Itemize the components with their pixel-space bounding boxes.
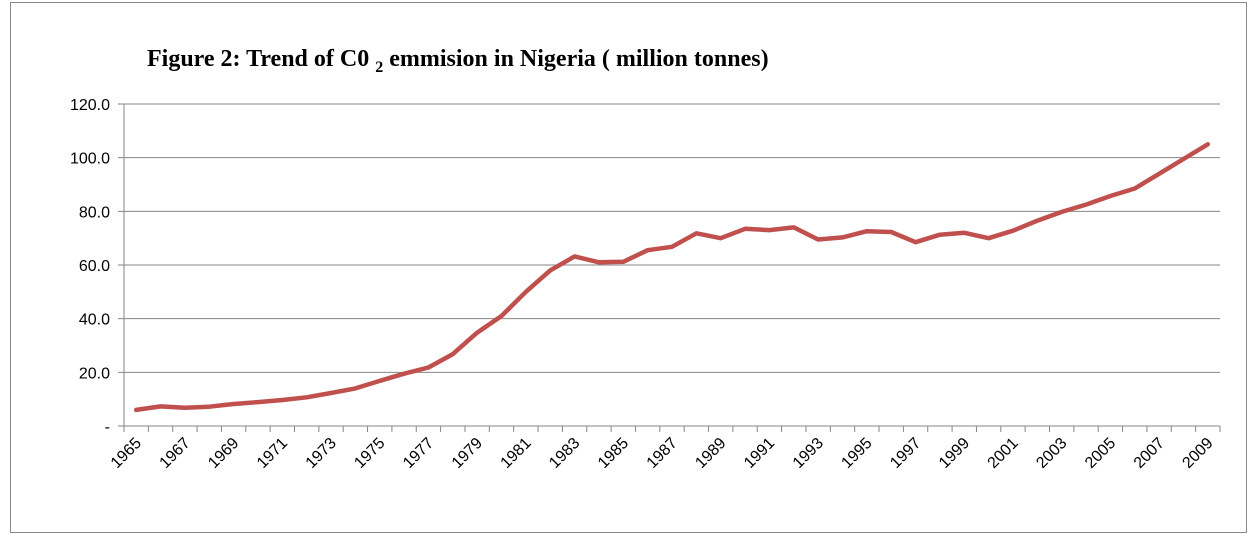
y-tick-label: 20.0 xyxy=(79,365,110,382)
title-subscript: 2 xyxy=(375,59,383,76)
y-tick-label: 80.0 xyxy=(79,204,110,221)
y-tick-label: - xyxy=(105,419,110,436)
title-rest: emmision in Nigeria ( million tonnes) xyxy=(389,46,768,72)
y-tick-label: 120.0 xyxy=(70,97,110,114)
y-tick-label: 40.0 xyxy=(79,312,110,329)
y-tick-label: 100.0 xyxy=(70,151,110,168)
chart-title: Figure 2: Trend of C0 2 emmision in Nigeri… xyxy=(147,46,769,76)
title-main: Figure 2: Trend of C0 xyxy=(147,46,369,72)
y-tick-label: 60.0 xyxy=(79,258,110,275)
chart-border xyxy=(10,2,1247,533)
data-line xyxy=(133,142,1211,413)
